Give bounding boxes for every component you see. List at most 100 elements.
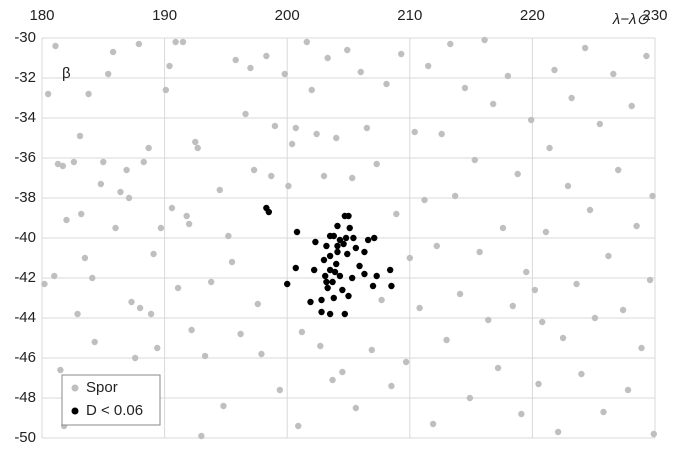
- point: [443, 336, 450, 344]
- point: [154, 344, 161, 352]
- x-tick-label: 220: [520, 7, 545, 24]
- point: [581, 44, 589, 52]
- point: [105, 70, 112, 78]
- point: [438, 130, 445, 138]
- point: [402, 358, 410, 366]
- legend-label: Spor: [86, 379, 118, 396]
- point: [295, 422, 302, 430]
- point: [371, 234, 378, 242]
- point: [373, 160, 380, 168]
- y-tick-label: -42: [14, 269, 36, 286]
- point: [356, 262, 363, 270]
- x-tick-label: 200: [275, 7, 300, 24]
- point: [63, 216, 70, 224]
- point: [232, 56, 239, 64]
- y-tick-label: -32: [14, 69, 36, 86]
- point: [285, 182, 292, 190]
- point: [509, 302, 516, 310]
- point: [136, 304, 144, 312]
- point: [471, 156, 478, 164]
- point: [624, 386, 632, 394]
- point: [378, 296, 385, 304]
- point: [368, 346, 375, 354]
- point: [54, 160, 62, 168]
- point: [340, 240, 347, 248]
- point: [429, 420, 437, 428]
- point: [131, 354, 139, 362]
- point: [320, 256, 328, 264]
- point: [303, 38, 311, 46]
- point: [293, 228, 301, 236]
- point: [292, 124, 299, 132]
- point: [643, 52, 650, 60]
- legend-marker: [71, 407, 79, 415]
- point: [421, 196, 428, 204]
- point: [298, 328, 306, 336]
- point: [323, 242, 330, 250]
- point: [424, 62, 432, 70]
- point: [451, 192, 459, 200]
- point: [523, 268, 530, 276]
- point: [263, 52, 270, 60]
- point: [369, 282, 377, 290]
- point: [258, 350, 265, 358]
- point: [361, 270, 368, 278]
- point: [330, 294, 337, 302]
- point: [433, 242, 440, 250]
- point: [318, 296, 325, 304]
- point: [145, 144, 152, 152]
- point: [633, 222, 640, 230]
- point: [489, 100, 497, 108]
- point: [361, 248, 368, 256]
- legend-box: [61, 374, 161, 426]
- point: [166, 62, 173, 70]
- point: [44, 90, 52, 98]
- point: [183, 212, 190, 220]
- point: [383, 80, 390, 88]
- y-tick-label: -40: [14, 229, 36, 246]
- point: [324, 54, 331, 62]
- point: [568, 94, 575, 102]
- point: [281, 70, 288, 78]
- point: [207, 278, 215, 286]
- point: [225, 232, 232, 240]
- point: [591, 314, 599, 322]
- point: [578, 370, 585, 378]
- point: [334, 222, 341, 230]
- point: [342, 234, 350, 242]
- point: [393, 210, 400, 218]
- point: [527, 116, 535, 124]
- point: [619, 306, 627, 314]
- y-tick-label: -46: [14, 349, 36, 366]
- point: [499, 224, 507, 232]
- point: [192, 138, 199, 146]
- point: [326, 252, 334, 260]
- point: [91, 338, 98, 346]
- point: [185, 220, 193, 228]
- point: [649, 192, 656, 200]
- point: [323, 278, 330, 286]
- x-axis-label: λ−λ⊙: [612, 11, 650, 28]
- point: [140, 158, 147, 166]
- point: [346, 224, 353, 232]
- point: [52, 42, 59, 50]
- point: [388, 282, 395, 290]
- x-tick-label: 180: [29, 7, 54, 24]
- point: [81, 254, 89, 262]
- point: [615, 166, 622, 174]
- point: [481, 36, 488, 44]
- point: [554, 428, 562, 436]
- point: [344, 250, 351, 258]
- point: [320, 172, 328, 180]
- point: [318, 308, 325, 316]
- point: [456, 290, 464, 298]
- point: [348, 274, 356, 282]
- point: [504, 72, 512, 80]
- point: [531, 286, 539, 294]
- point: [326, 266, 334, 274]
- point: [308, 86, 315, 94]
- point: [364, 236, 372, 244]
- point: [312, 238, 319, 246]
- point: [188, 326, 195, 334]
- point: [89, 274, 96, 282]
